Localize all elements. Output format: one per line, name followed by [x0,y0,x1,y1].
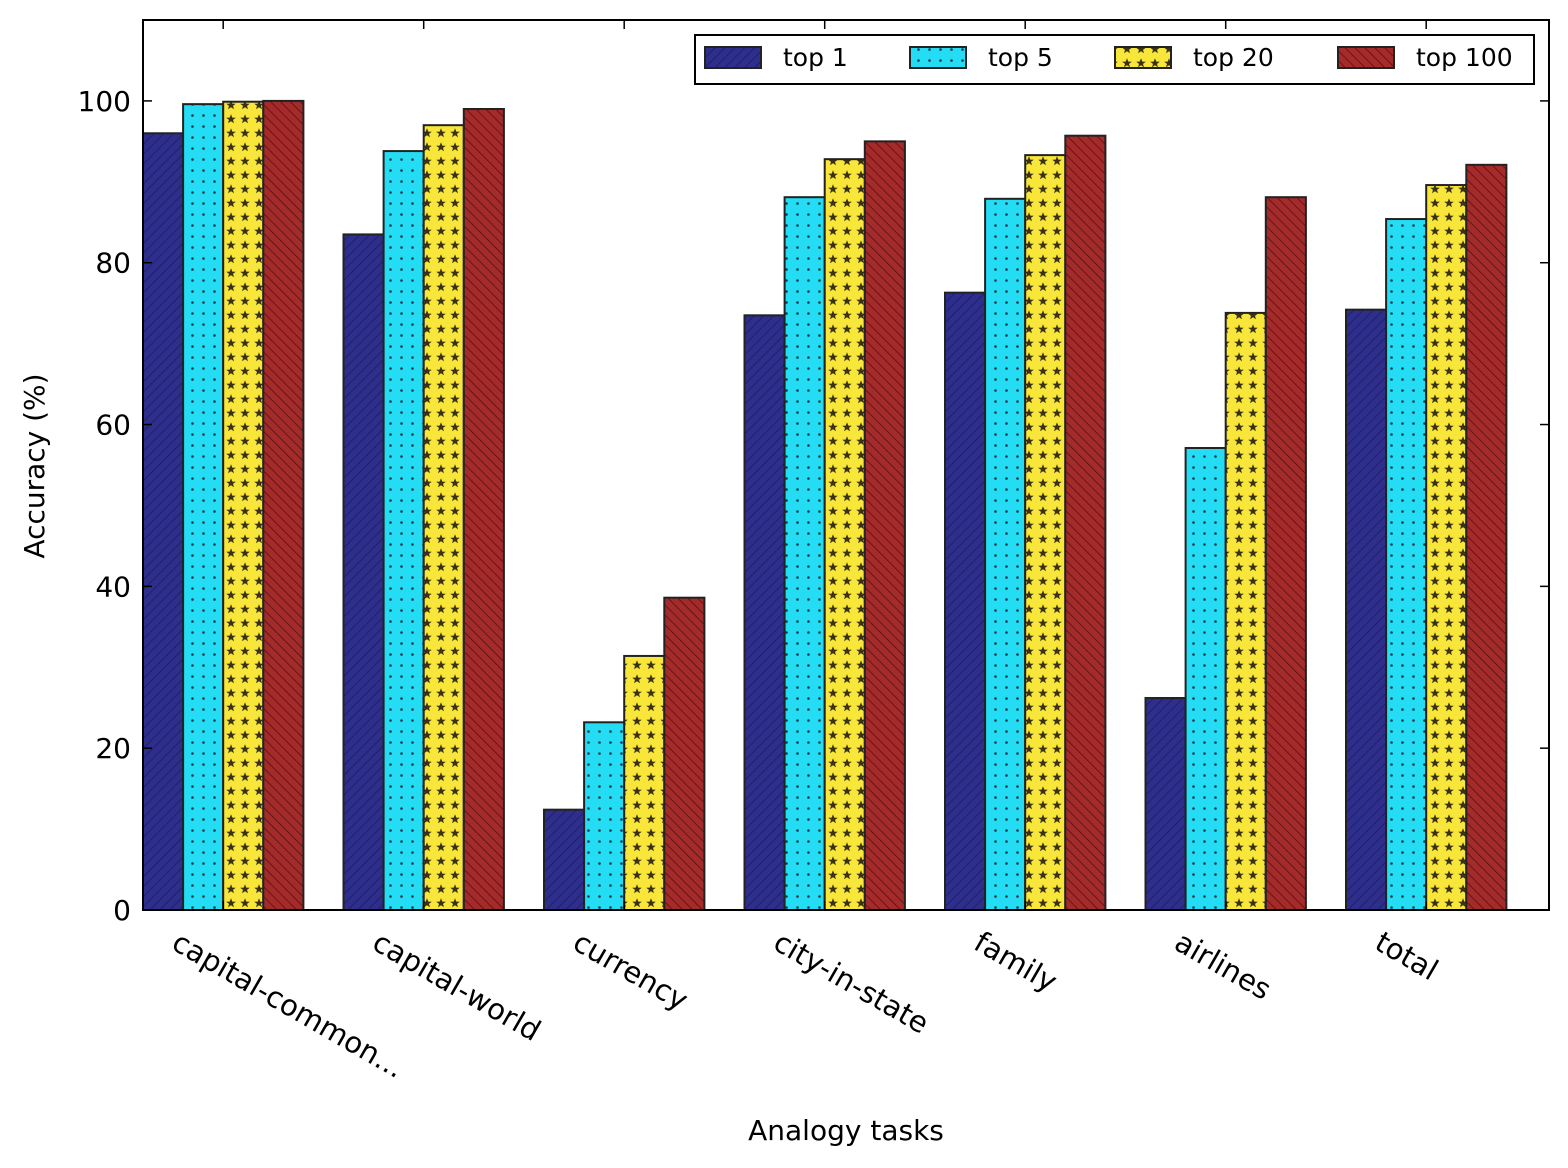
x-tick-label: total [1370,925,1444,988]
y-tick-label: 100 [78,85,131,118]
y-tick-label: 40 [95,570,131,603]
bar-top-5-capital-world [382,150,425,911]
bar-top-5-currency [583,721,626,911]
y-tick-label: 80 [95,247,131,280]
bar-top-5-city-in-state [783,196,826,911]
legend-label-top-20: top 20 [1193,43,1274,72]
bar-top-100-capital-world [462,108,505,911]
legend-entry-top-5: top 5 [909,43,1053,72]
bar-top-100-total [1465,163,1508,911]
legend-entry-top-100: top 100 [1337,43,1513,72]
legend: top 1 top 5 top 20 top 100 [694,34,1535,85]
bar-top-1-currency [543,808,586,911]
bar-top-100-airlines [1264,196,1307,911]
bar-top-20-total [1425,184,1468,911]
bar-top-5-capital-common [182,103,225,912]
bars-group [142,99,1508,912]
bar-top-100-city-in-state [863,140,906,911]
legend-swatch-top-1 [704,46,762,69]
legend-label-top-100: top 100 [1416,43,1513,72]
x-tick-label: capital-world [367,925,547,1048]
bar-top-100-capital-common [262,99,305,911]
bar-top-100-currency [663,596,706,911]
x-tick-label: family [969,925,1064,999]
bar-top-20-city-in-state [823,158,866,911]
bar-top-1-family [944,291,987,911]
bar-top-20-airlines [1224,311,1267,911]
legend-swatch-top-5 [909,46,967,69]
bar-top-20-currency [623,654,666,911]
bar-top-20-family [1024,154,1067,912]
legend-entry-top-1: top 1 [704,43,848,72]
legend-label-top-5: top 5 [988,43,1053,72]
y-tick-label: 0 [113,894,131,927]
y-axis: 0 20 40 60 80 100 [78,85,1549,927]
legend-label-top-1: top 1 [783,43,848,72]
legend-swatch-top-20 [1114,46,1172,69]
x-tick-label: city-in-state [768,925,935,1041]
axes-frame [142,19,1550,911]
y-tick-label: 60 [95,409,131,442]
x-axis-label: Analogy tasks [748,1114,944,1147]
y-tick-label: 20 [95,732,131,765]
x-tick-label: airlines [1169,925,1277,1007]
bar-top-1-city-in-state [743,314,786,911]
x-tick-label: currency [568,925,694,1018]
legend-entry-top-20: top 20 [1114,43,1274,72]
bar-top-5-family [984,197,1027,912]
legend-swatch-top-100 [1337,46,1395,69]
bar-top-1-capital-common [142,132,185,912]
bar-top-1-capital-world [342,233,385,911]
bar-top-20-capital-common [222,100,265,911]
y-axis-label: Accuracy (%) [18,373,51,558]
bar-top-5-total [1385,218,1428,911]
bar-top-1-total [1345,308,1388,911]
bar-top-1-airlines [1144,697,1187,911]
bar-top-100-family [1064,134,1107,911]
bar-top-20-capital-world [422,124,465,911]
bar-top-5-airlines [1184,447,1227,911]
